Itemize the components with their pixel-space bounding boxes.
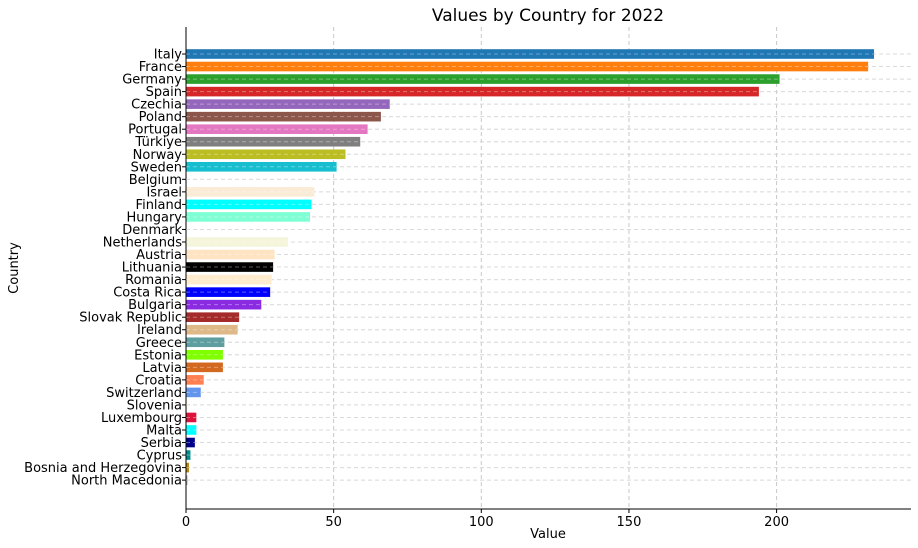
axes: [185, 27, 911, 510]
y-tick-label: Ireland: [137, 323, 182, 338]
x-tick-labels: 0 50 100 150 200: [182, 509, 789, 530]
y-tick-labels: ItalyFranceGermanySpainCzechiaPolandPort…: [24, 48, 186, 489]
y-tick-label: Poland: [139, 110, 182, 125]
bar: [186, 111, 381, 122]
y-tick-label: Spain: [146, 85, 182, 100]
y-tick-label: France: [139, 60, 182, 75]
y-tick-label: Italy: [154, 48, 183, 63]
bar: [186, 287, 271, 297]
y-tick-label: Belgium: [129, 173, 182, 188]
bar: [186, 299, 262, 310]
y-tick-label: Greece: [136, 336, 182, 351]
y-tick-label: Türkiye: [134, 135, 182, 150]
bar: [186, 124, 368, 134]
x-tick-label: 0: [182, 515, 190, 530]
bar: [186, 174, 188, 185]
x-tick-label: 100: [469, 515, 494, 530]
bar: [186, 262, 274, 272]
bar: [186, 199, 312, 210]
bar: [186, 249, 275, 260]
y-tick-label: Czechia: [131, 98, 182, 113]
y-tick-label: Denmark: [122, 223, 182, 238]
y-tick-label: Serbia: [141, 436, 182, 451]
bar: [186, 462, 189, 473]
bar: [186, 212, 311, 222]
y-tick-label: Cyprus: [137, 449, 183, 464]
x-axis-label: Value: [530, 527, 566, 542]
y-tick-label: Romania: [125, 273, 182, 288]
y-tick-label: Luxembourg: [101, 411, 182, 426]
y-tick-label: Lithuania: [122, 261, 182, 276]
bar: [186, 312, 240, 322]
bar: [186, 74, 780, 84]
y-tick-label: Austria: [136, 248, 182, 263]
bar: [186, 86, 759, 97]
y-tick-label: Sweden: [131, 160, 182, 175]
y-tick-label: North Macedonia: [71, 474, 182, 489]
bar: [186, 337, 225, 348]
bar: [186, 324, 238, 335]
y-tick-label: Estonia: [134, 348, 182, 363]
x-tick-label: 200: [764, 515, 789, 530]
y-tick-label: Bulgaria: [128, 298, 182, 313]
y-tick-label: Norway: [133, 148, 183, 163]
bar: [186, 475, 188, 485]
y-tick-label: Finland: [136, 198, 182, 213]
bar: [186, 362, 223, 373]
bar: [186, 187, 315, 197]
bar: [186, 375, 204, 385]
chart-title: Values by Country for 2022: [432, 6, 664, 26]
y-tick-label: Croatia: [135, 373, 182, 388]
y-tick-label: Slovak Republic: [79, 311, 182, 326]
y-axis-label: Country: [7, 242, 22, 294]
y-tick-label: Germany: [122, 73, 182, 88]
bar: [186, 61, 869, 72]
y-tick-label: Slovenia: [127, 398, 182, 413]
y-tick-label: Hungary: [126, 210, 182, 225]
bar: [186, 237, 288, 247]
y-tick-label: Netherlands: [103, 235, 182, 250]
bar: [186, 99, 390, 109]
bar: [186, 349, 223, 360]
bar: [186, 425, 197, 435]
bar: [186, 49, 875, 59]
y-tick-label: Malta: [146, 423, 182, 438]
y-tick-label: Latvia: [142, 361, 182, 376]
grid-overlay: [186, 53, 911, 481]
x-tick-label: 150: [617, 515, 642, 530]
bar: [186, 224, 188, 235]
bar: [186, 161, 337, 172]
x-tick-label: 50: [325, 515, 342, 530]
bar: [186, 387, 201, 398]
bar: [186, 274, 272, 285]
bar: [186, 149, 346, 160]
bar: [186, 136, 361, 147]
bar: [186, 437, 195, 448]
bars: [186, 49, 875, 485]
bar: [186, 412, 197, 423]
y-tick-label: Portugal: [128, 123, 182, 138]
y-tick-label: Israel: [146, 185, 182, 200]
y-tick-label: Switzerland: [106, 386, 182, 401]
bar: [186, 450, 191, 460]
y-tick-label: Costa Rica: [113, 286, 182, 301]
y-tick-label: Bosnia and Herzegovina: [24, 461, 182, 476]
